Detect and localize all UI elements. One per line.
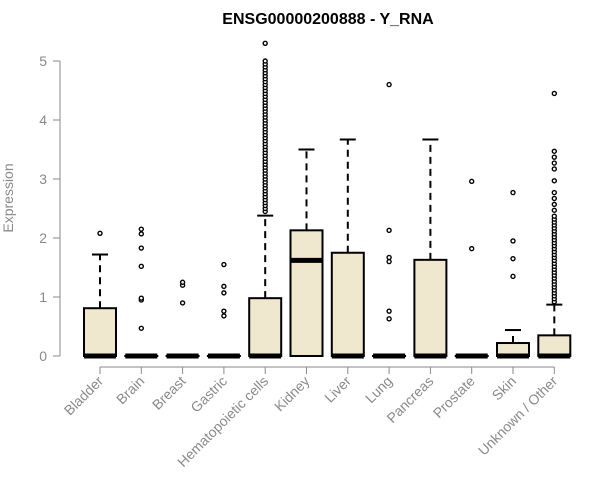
outlier-point (138, 325, 145, 331)
y-axis-label: Expression (0, 163, 16, 232)
y-tick-label: 4 (39, 112, 47, 128)
outlier-point (551, 195, 557, 202)
outlier-point (386, 316, 392, 322)
chart-title: ENSG00000200888 - Y_RNA (222, 11, 434, 28)
box-body (83, 307, 117, 357)
outlier-point (386, 258, 392, 265)
outlier-point (551, 189, 557, 196)
outlier-point (469, 178, 475, 185)
box-bladder (83, 230, 117, 359)
box-body (289, 229, 324, 357)
outlier-point (138, 245, 145, 251)
outlier-point (138, 295, 145, 301)
outlier-point (179, 279, 186, 285)
outlier-point (469, 245, 475, 252)
outlier-point (138, 263, 145, 270)
box-liver (330, 138, 365, 359)
box-series (83, 40, 572, 359)
outlier-point (97, 230, 103, 236)
box-unknown-other (537, 90, 572, 359)
box-body (248, 297, 283, 357)
outlier-point (138, 226, 145, 232)
outlier-point (179, 300, 186, 306)
box-body (537, 334, 572, 358)
box-pancreas (413, 138, 448, 359)
outlier-point (510, 273, 516, 280)
outlier-point (551, 213, 557, 219)
outlier-point (221, 261, 227, 268)
x-tick-label: Skin (489, 373, 520, 404)
x-tick-label: Kidney (271, 373, 313, 415)
outlier-point (262, 58, 268, 64)
outlier-point (551, 201, 557, 208)
outlier-point (386, 308, 392, 314)
box-brain (124, 226, 159, 359)
outlier-point (386, 227, 392, 234)
box-hematopoietic-cells (248, 40, 283, 359)
outlier-point (138, 231, 145, 237)
y-tick-label: 2 (39, 230, 47, 246)
x-tick-label: Lung (362, 373, 395, 406)
outlier-point (510, 189, 516, 196)
box-lung (372, 81, 407, 359)
outlier-point (221, 283, 227, 290)
box-body (330, 251, 365, 357)
outlier-point (510, 238, 516, 244)
outlier-point (221, 308, 227, 314)
box-prostate (454, 178, 489, 359)
outlier-point (551, 160, 557, 166)
box-gastric (206, 261, 241, 359)
outlier-point (551, 148, 557, 154)
box-body (413, 258, 448, 357)
outlier-point (551, 207, 557, 213)
outlier-point (551, 90, 557, 97)
y-tick-label: 3 (39, 171, 47, 187)
outlier-point (551, 154, 557, 160)
box-breast (165, 279, 200, 359)
y-tick-label: 5 (39, 53, 47, 69)
x-tick-label: Bladder (61, 373, 107, 419)
x-tick-label: Liver (321, 373, 354, 406)
y-tick-label: 1 (39, 289, 47, 305)
outlier-point (386, 254, 392, 261)
outlier-point (221, 313, 227, 319)
outlier-point (262, 40, 268, 46)
y-tick-label: 0 (39, 348, 47, 364)
x-tick-label: Breast (149, 373, 189, 413)
x-tick-label: Prostate (430, 373, 478, 421)
outlier-point (551, 178, 557, 184)
box-kidney (289, 148, 324, 357)
x-tick-label: Brain (113, 373, 147, 407)
outlier-point (386, 81, 392, 88)
outlier-point (221, 290, 227, 296)
y-axis: 0 1 2 3 4 5 (39, 53, 61, 364)
outlier-point (551, 166, 557, 172)
box-skin (496, 189, 530, 359)
outlier-point (510, 255, 516, 262)
